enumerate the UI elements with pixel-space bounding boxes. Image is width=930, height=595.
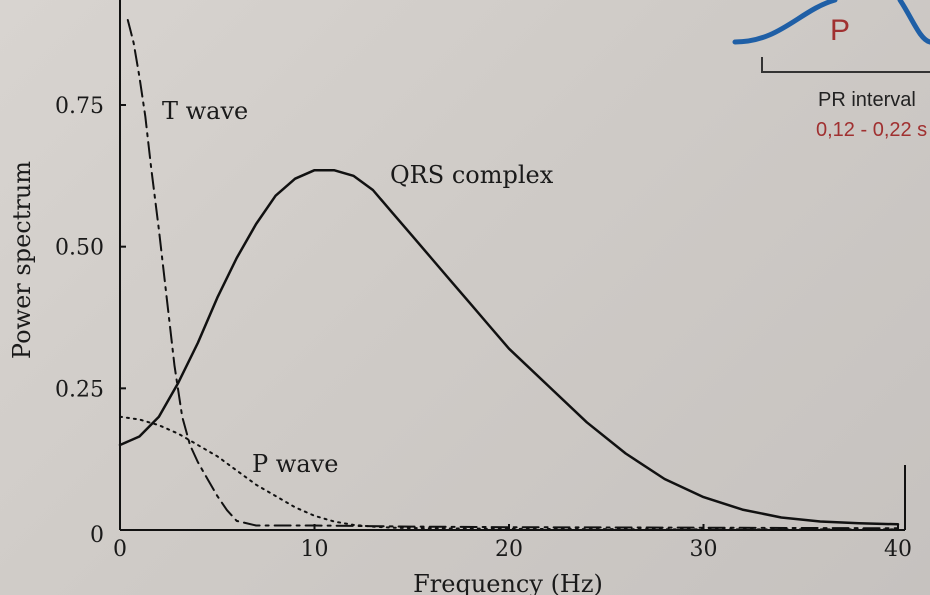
axes (119, 0, 906, 531)
pr-interval-inset: P PR interval 0,12 - 0,22 s (732, 0, 930, 141)
y-tick-label-2: 0.50 (55, 236, 104, 261)
x-tick-label-3: 30 (690, 537, 718, 562)
y-tick-label-0: 0 (90, 523, 104, 548)
series-label-t-wave: T wave (162, 97, 248, 125)
pr-interval-bracket (761, 57, 930, 73)
y-axis-title: Power spectrum (8, 161, 36, 359)
series-lines (118, 19, 900, 531)
series-label-p-wave: P wave (252, 450, 338, 478)
x-tick-label-2: 20 (495, 537, 523, 562)
series-label-qrs-complex: QRS complex (390, 161, 554, 189)
p-wave-trace (732, 0, 930, 45)
y-tick-label-1: 0.25 (55, 377, 104, 402)
x-tick-label-0: 0 (113, 537, 127, 562)
x-tick-label-1: 10 (301, 537, 329, 562)
x-axis-title: Frequency (Hz) (413, 570, 603, 595)
x-tick-label-4: 40 (884, 537, 912, 562)
tick-labels: 0 10 20 30 40 0 0.25 0.50 0.75 (55, 94, 912, 562)
pr-interval-value: 0,12 - 0,22 s (816, 119, 927, 141)
pr-interval-title: PR interval (818, 89, 916, 111)
series-line-qrs-complex (118, 168, 900, 526)
series-line-p-wave (119, 415, 899, 531)
series-line-t-wave (126, 19, 899, 530)
p-wave-label: P (830, 14, 850, 47)
y-tick-label-3: 0.75 (55, 94, 104, 119)
